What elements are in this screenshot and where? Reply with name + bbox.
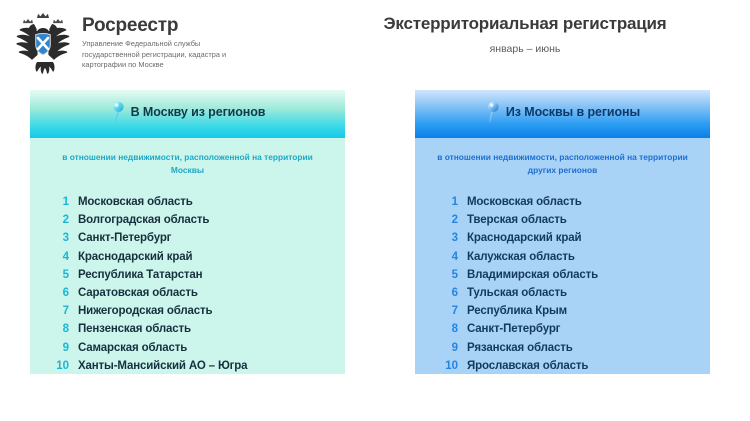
- region-name: Республика Крым: [467, 305, 568, 318]
- region-name: Волгоградская область: [78, 214, 210, 227]
- page-header: Росреестр Управление Федеральной службы …: [0, 0, 750, 86]
- rank-number: 4: [62, 250, 69, 263]
- region-list-to-moscow: 1 Московская область 2 Волгоградская обл…: [30, 196, 345, 374]
- region-name: Самарская область: [78, 341, 188, 354]
- region-name: Ханты-Мансийский АО – Югра: [78, 359, 248, 372]
- rank-number: 8: [451, 323, 458, 336]
- region-name: Рязанская область: [467, 341, 573, 354]
- double-headed-eagle-emblem-icon: [12, 10, 74, 76]
- list-item: 5 Республика Татарстан: [30, 269, 345, 287]
- region-name: Тульская область: [467, 286, 567, 299]
- rank-number: 5: [62, 268, 69, 281]
- region-name: Санкт-Петербург: [78, 232, 172, 245]
- region-name: Краснодарский край: [467, 232, 582, 245]
- list-item: 6 Саратовская область: [30, 287, 345, 305]
- list-item: 3 Санкт-Петербург: [30, 232, 345, 250]
- panel-header-from-moscow: Из Москвы в регионы: [415, 90, 710, 138]
- rank-number: 6: [62, 286, 69, 299]
- page-subtitle: январь – июнь: [489, 43, 561, 55]
- rank-number: 1: [62, 196, 69, 209]
- panel-title-to-moscow: В Москву из регионов: [130, 105, 266, 119]
- rank-number: 3: [62, 232, 69, 245]
- rank-number: 1: [451, 196, 458, 209]
- page-title: Экстерриториальная регистрация: [383, 14, 667, 33]
- list-item: 5 Владимирская область: [415, 269, 710, 287]
- region-name: Краснодарский край: [78, 250, 193, 263]
- list-item: 8 Пензенская область: [30, 323, 345, 341]
- region-name: Санкт-Петербург: [467, 323, 561, 336]
- region-name: Ярославская область: [467, 359, 589, 372]
- panel-title-from-moscow: Из Москвы в регионы: [505, 105, 641, 119]
- rank-number: 7: [451, 305, 458, 318]
- magnifier-icon: [110, 101, 124, 123]
- region-name: Нижегородская область: [78, 305, 213, 318]
- list-item: 9 Рязанская область: [415, 342, 710, 360]
- rank-number: 8: [62, 323, 69, 336]
- rank-number: 3: [451, 232, 458, 245]
- rank-number: 2: [451, 214, 458, 227]
- region-list-from-moscow: 1 Московская область 2 Тверская область …: [415, 196, 710, 374]
- list-item: 6 Тульская область: [415, 287, 710, 305]
- region-name: Владимирская область: [467, 268, 599, 281]
- rank-number: 10: [445, 359, 458, 372]
- list-item: 7 Нижегородская область: [30, 305, 345, 323]
- region-name: Московская область: [78, 196, 193, 209]
- list-item: 1 Московская область: [415, 196, 710, 214]
- region-name: Республика Татарстан: [78, 268, 203, 281]
- list-item: 10 Ярославская область: [415, 360, 710, 374]
- rank-number: 5: [451, 268, 458, 281]
- rank-number: 10: [56, 359, 69, 372]
- region-name: Тверская область: [467, 214, 567, 227]
- title-block: Экстерриториальная регистрация январь – …: [310, 14, 740, 55]
- brand-text: Росреестр Управление Федеральной службы …: [82, 10, 232, 71]
- region-name: Саратовская область: [78, 286, 198, 299]
- rank-number: 7: [62, 305, 69, 318]
- list-item: 2 Тверская область: [415, 214, 710, 232]
- panel-from-moscow: Из Москвы в регионы в отношении недвижим…: [415, 90, 710, 374]
- region-name: Пензенская область: [78, 323, 191, 336]
- list-item: 8 Санкт-Петербург: [415, 323, 710, 341]
- rank-number: 4: [451, 250, 458, 263]
- list-item: 3 Краснодарский край: [415, 232, 710, 250]
- list-item: 10 Ханты-Мансийский АО – Югра: [30, 360, 345, 374]
- list-item: 1 Московская область: [30, 196, 345, 214]
- magnifier-icon: [485, 101, 499, 123]
- rank-number: 9: [451, 341, 458, 354]
- rank-number: 2: [62, 214, 69, 227]
- region-name: Калужская область: [467, 250, 575, 263]
- panel-subtitle-from-moscow: в отношении недвижимости, расположенной …: [437, 152, 688, 176]
- list-item: 4 Калужская область: [415, 251, 710, 269]
- list-item: 4 Краснодарский край: [30, 251, 345, 269]
- list-item: 2 Волгоградская область: [30, 214, 345, 232]
- rank-number: 9: [62, 341, 69, 354]
- brand-block: Росреестр Управление Федеральной службы …: [12, 10, 232, 76]
- region-name: Московская область: [467, 196, 582, 209]
- panel-subtitle-to-moscow: в отношении недвижимости, расположенной …: [62, 152, 313, 176]
- list-item: 9 Самарская область: [30, 342, 345, 360]
- panel-to-moscow: В Москву из регионов в отношении недвижи…: [30, 90, 345, 374]
- panel-header-to-moscow: В Москву из регионов: [30, 90, 345, 138]
- brand-name: Росреестр: [82, 15, 179, 36]
- brand-subtitle: Управление Федеральной службы государств…: [82, 39, 227, 70]
- rank-number: 6: [451, 286, 458, 299]
- list-item: 7 Республика Крым: [415, 305, 710, 323]
